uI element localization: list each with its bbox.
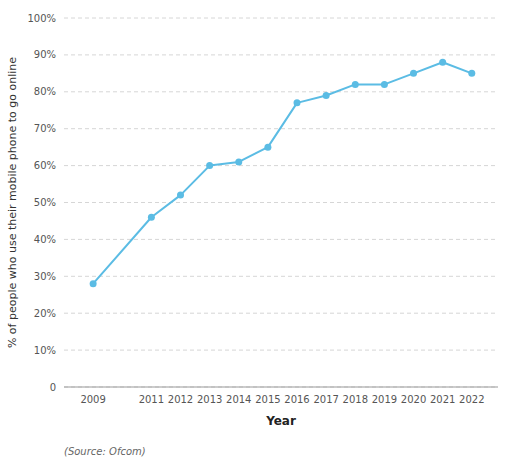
data-point (410, 70, 417, 77)
x-tick-label: 2019 (372, 394, 397, 405)
grid (64, 18, 498, 387)
chart-container: 0 10% 20% 30% 40% 50% 60% 70% 80% 90% 100% 2009 2011… (0, 0, 512, 465)
grid-line (64, 387, 498, 388)
x-tick-label: 2021 (430, 394, 455, 405)
source-note: (Source: Ofcom) (64, 446, 146, 457)
x-tick-label: 2017 (313, 394, 338, 405)
y-tick-label: 100% (27, 13, 56, 24)
x-tick-label: 2013 (197, 394, 222, 405)
grid-line (64, 165, 498, 166)
data-point (468, 70, 475, 77)
data-point (264, 144, 271, 151)
y-tick-label: 40% (34, 234, 56, 245)
grid-line (64, 276, 498, 277)
x-tick-label: 2014 (226, 394, 251, 405)
x-tick-label: 2011 (139, 394, 164, 405)
data-point (381, 81, 388, 88)
y-tick-label: 0 (50, 382, 56, 393)
grid-line (64, 18, 498, 19)
x-tick-label: 2020 (401, 394, 426, 405)
x-tick-label: 2022 (459, 394, 484, 405)
grid-line (64, 239, 498, 240)
y-tick-label: 10% (34, 345, 56, 356)
chart: 0 10% 20% 30% 40% 50% 60% 70% 80% 90% 100% 2009 2011… (0, 0, 512, 465)
axes: 0 10% 20% 30% 40% 50% 60% 70% 80% 90% 100% 2009 2011… (27, 13, 498, 406)
data-point (294, 99, 301, 106)
data-point (235, 158, 242, 165)
x-axis-line (64, 387, 498, 388)
y-tick-label: 50% (34, 197, 56, 208)
y-axis-label: % of people who use their mobile phone t… (6, 57, 19, 348)
y-tick-label: 30% (34, 271, 56, 282)
x-axis-label: Year (265, 414, 296, 428)
x-tick-label: 2015 (255, 394, 280, 405)
data-point (177, 192, 184, 199)
data-point (90, 280, 97, 287)
y-tick-label: 90% (34, 49, 56, 60)
grid-line (64, 54, 498, 55)
data-line (93, 62, 472, 283)
x-tick-label: 2009 (80, 394, 105, 405)
grid-line (64, 202, 498, 203)
grid-line (64, 313, 498, 314)
data-point (148, 214, 155, 221)
plot-data (90, 59, 476, 287)
grid-line (64, 350, 498, 351)
data-point (352, 81, 359, 88)
y-tick-label: 80% (34, 86, 56, 97)
data-point (439, 59, 446, 66)
x-tick-label: 2012 (168, 394, 193, 405)
grid-line (64, 91, 498, 92)
x-tick-label: 2018 (343, 394, 368, 405)
x-tick-label: 2016 (284, 394, 309, 405)
y-tick-label: 60% (34, 160, 56, 171)
y-tick-label: 70% (34, 123, 56, 134)
y-tick-label: 20% (34, 308, 56, 319)
data-point (323, 92, 330, 99)
data-point (206, 162, 213, 169)
